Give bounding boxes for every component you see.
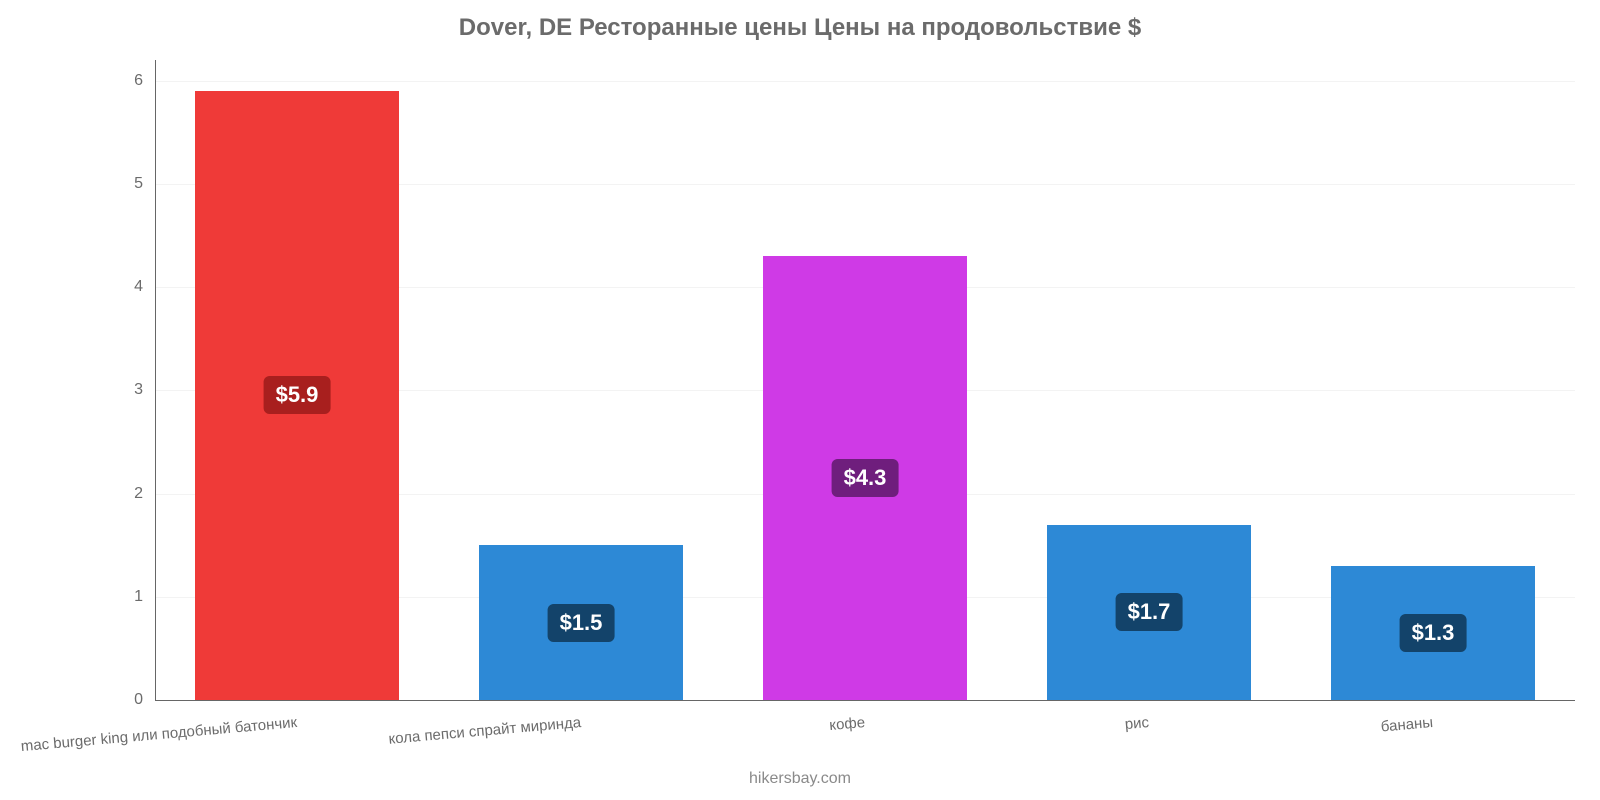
plot-area: 0123456$5.9mac burger king или подобный … — [155, 60, 1575, 700]
y-tick-label: 2 — [134, 485, 143, 503]
y-axis — [155, 60, 156, 700]
bar-value-label: $4.3 — [832, 459, 899, 497]
y-tick-label: 5 — [134, 175, 143, 193]
bar-value-label: $1.3 — [1400, 614, 1467, 652]
y-tick-label: 4 — [134, 278, 143, 296]
x-tick-label: бананы — [1380, 714, 1434, 735]
bar-value-label: $5.9 — [264, 376, 331, 414]
price-bar-chart: Dover, DE Ресторанные цены Цены на продо… — [0, 0, 1600, 800]
bar-value-label: $1.5 — [548, 604, 615, 642]
grid-line — [155, 81, 1575, 82]
y-tick-label: 3 — [134, 381, 143, 399]
x-tick-label: рис — [1124, 714, 1150, 733]
bar-value-label: $1.7 — [1116, 593, 1183, 631]
y-tick-label: 1 — [134, 588, 143, 606]
x-axis — [155, 700, 1575, 701]
y-tick-label: 6 — [134, 72, 143, 90]
y-tick-label: 0 — [134, 691, 143, 709]
x-tick-label: кола пепси спрайт миринда — [388, 714, 582, 748]
x-tick-label: mac burger king или подобный батончик — [20, 714, 298, 755]
chart-title: Dover, DE Ресторанные цены Цены на продо… — [0, 14, 1600, 42]
chart-footer: hikersbay.com — [0, 770, 1600, 788]
x-tick-label: кофе — [829, 714, 866, 734]
